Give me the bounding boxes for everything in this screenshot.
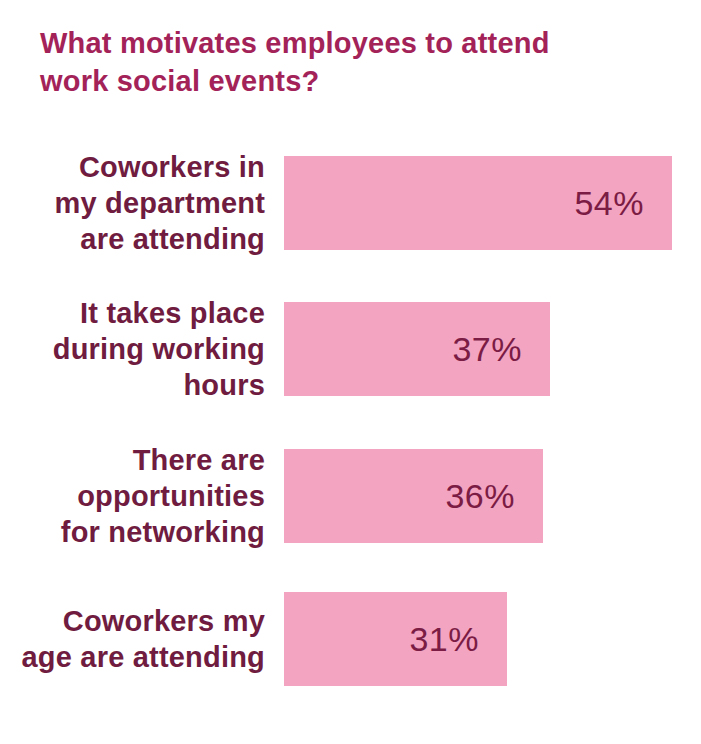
category-label-line: opportunities [77,480,265,512]
category-label-line: hours [183,369,265,401]
infographic-canvas: What motivates employees to attend work … [0,0,701,744]
chart-title-line-1: What motivates employees to attend [40,27,550,59]
category-label-line: my department [55,187,266,219]
category-label-line: for networking [61,516,265,548]
value-label: 37% [452,330,550,369]
bar-row: Coworkers inmy departmentare attending54… [0,156,672,250]
category-label-line: are attending [80,223,265,255]
category-label-line: age are attending [21,641,265,673]
category-label: It takes place during working hours [0,295,265,403]
category-label-line: It takes place [80,297,265,329]
bar-row: There areopportunitiesfor networking36% [0,449,543,543]
bar: 54% [284,156,672,250]
category-label: There are opportunities for networking [0,442,265,550]
bar-row: It takes placeduring workinghours37% [0,302,550,396]
value-label: 36% [445,477,543,516]
chart-title: What motivates employees to attend work … [40,24,550,100]
chart-title-line-2: work social events? [40,65,319,97]
value-label: 54% [574,184,672,223]
category-label-line: There are [133,444,265,476]
category-label: Coworkers my age are attending [0,603,265,675]
category-label: Coworkers in my department are attending [0,149,265,257]
bar: 31% [284,592,507,686]
category-label-line: Coworkers my [63,605,265,637]
bar-row: Coworkers my age are attending 31% [0,592,507,686]
category-label-line: Coworkers in [79,151,265,183]
bar: 36% [284,449,543,543]
value-label: 31% [409,620,507,659]
bar: 37% [284,302,550,396]
category-label-line: during working [53,333,265,365]
